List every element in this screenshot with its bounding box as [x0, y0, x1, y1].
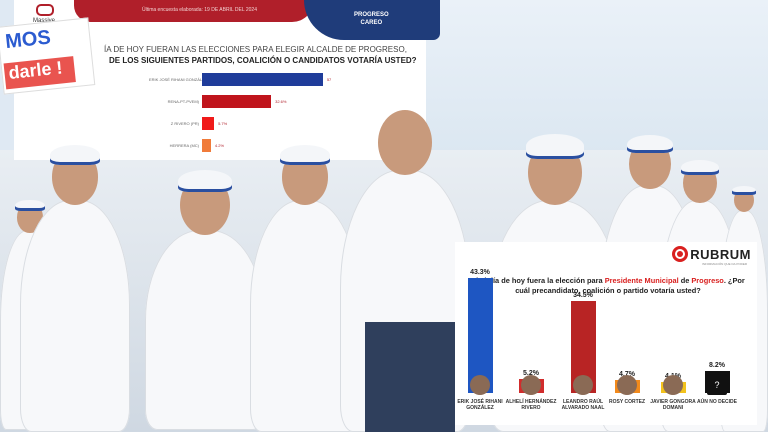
person — [145, 230, 265, 430]
cap — [525, 134, 585, 160]
poll-value: 4.2% — [214, 143, 225, 148]
cap — [279, 144, 331, 166]
sign-text-bottom: darle ! — [3, 56, 76, 90]
header-red-band — [74, 0, 314, 22]
cap — [681, 159, 719, 175]
rubrum-tagline: INFORMACIÓN QUE DA PODER — [701, 262, 747, 266]
chart-value-label: 5.2% — [523, 370, 539, 378]
poll-question: Si el día de hoy fuera la elección para … — [471, 276, 745, 295]
poll-bar — [202, 73, 323, 86]
cap — [731, 185, 757, 195]
cap — [627, 134, 673, 154]
massive-logo-icon — [36, 4, 54, 16]
poll-row-label: HERRERA (MC) — [169, 143, 199, 148]
poll-bar — [202, 95, 272, 108]
chart-category-label: ERIK JOSÉ RIHANI GONZÁLEZ — [457, 399, 503, 411]
campaign-sign: MOS darle ! — [0, 17, 96, 95]
poll-bar — [202, 139, 211, 152]
cap — [49, 144, 101, 166]
poll-row-label: ERIK JOSÉ RIHANI GONZÁLEZ (PAN) — [149, 77, 219, 82]
chart-category-label: ALHELÍ HERNÁNDEZ RIVERO — [505, 399, 557, 411]
rubrum-brand: RUBRUM — [690, 246, 751, 262]
rubrum-logo: RUBRUM — [672, 246, 751, 262]
poll-place: PROGRESO CAREO — [354, 12, 389, 26]
chart-category-label: LEANDRO RAÚL ALVARADO NAAL — [561, 399, 605, 411]
poll-row-label: Z RIVERO (PR) — [170, 121, 199, 126]
chart-category-label: JAVIER GONGORA DOMANI — [650, 399, 696, 411]
chart-value-label: 4.7% — [607, 371, 647, 378]
cap — [177, 169, 233, 193]
poll-value: 57 — [326, 77, 332, 82]
chart-value-label: 34.5% — [573, 292, 593, 299]
rubrum-logo-icon — [672, 246, 689, 262]
chart-category-label: AÚN NO DECIDE — [696, 399, 737, 405]
poll-row-label: RENA-PT-PVEM) — [167, 99, 199, 104]
rubrum-poll-card: RUBRUM INFORMACIÓN QUE DA PODER Si el dí… — [455, 242, 757, 425]
poll-row: ERIK JOSÉ RIHANI GONZÁLEZ (PAN) — [149, 73, 219, 86]
poll-value: 5.7% — [218, 121, 228, 126]
candidate-photo — [617, 375, 637, 395]
poll-row: RENA-PT-PVEM) — [159, 95, 199, 108]
jeans — [365, 322, 455, 432]
person-head — [377, 109, 433, 176]
poll-bar — [202, 117, 215, 130]
candidate-photo — [573, 375, 593, 395]
chart-value-label: 8.2% — [709, 362, 725, 370]
poll-value: 32.6% — [275, 99, 287, 104]
header-blue-band — [304, 0, 440, 40]
poll-row: Z RIVERO (PR) — [159, 117, 199, 130]
poll-date: Última encuesta elaborada: 19 DE ABRIL D… — [142, 7, 257, 13]
candidate-photo — [470, 375, 490, 395]
person — [20, 200, 130, 432]
sign-text-top: MOS — [4, 26, 52, 54]
chart-bar — [468, 277, 493, 393]
question-mark-icon: ? — [707, 375, 727, 395]
poll-question-line2: DE LOS SIGUIENTES PARTIDOS, COALICIÓN O … — [109, 56, 417, 65]
poll-row: HERRERA (MC) — [159, 139, 199, 152]
candidate-photo — [521, 375, 541, 395]
cap — [15, 199, 45, 212]
candidate-photo — [663, 375, 683, 395]
poll-question-line1: ÍA DE HOY FUERAN LAS ELECCIONES PARA ELE… — [104, 45, 407, 54]
chart-category-label: ROSY CORTEZ — [608, 399, 646, 405]
chart-value-label: 43.3% — [470, 268, 490, 276]
